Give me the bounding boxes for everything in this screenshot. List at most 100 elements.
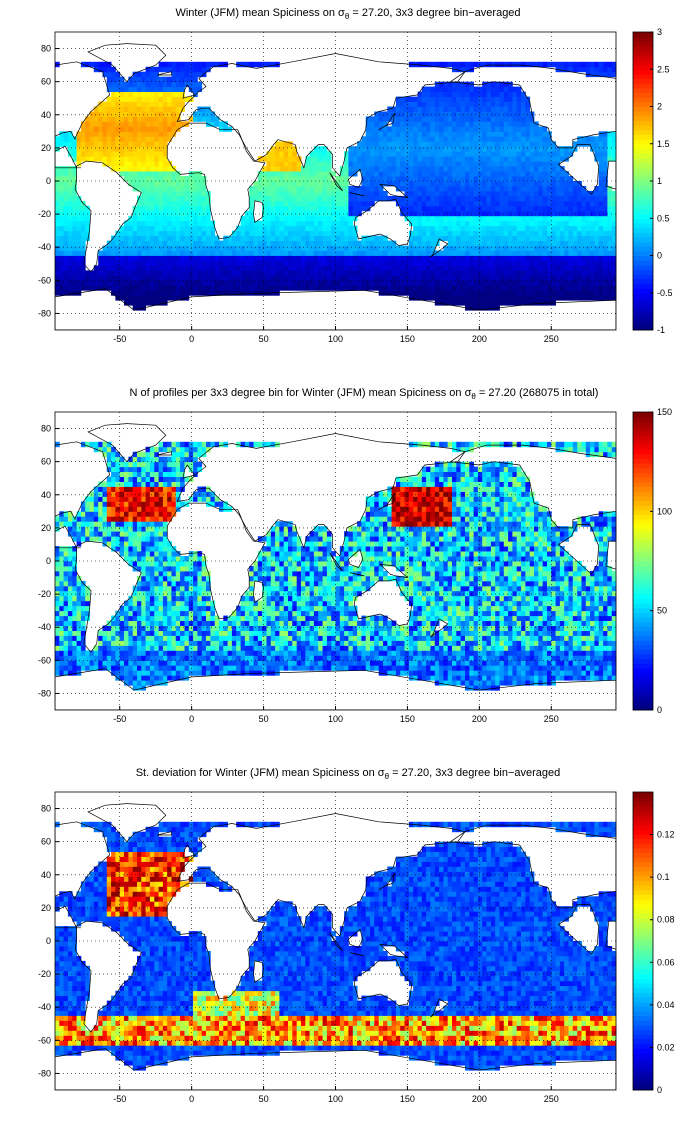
heatmap-cell [128, 235, 134, 241]
heatmap-cell [111, 511, 116, 517]
heatmap-cell [240, 260, 246, 266]
heatmap-cell [197, 205, 203, 212]
heatmap-cell [132, 481, 138, 487]
heatmap-cell [408, 181, 414, 187]
heatmap-cell [98, 116, 103, 122]
heatmap-cell [469, 195, 474, 202]
heatmap-cell [132, 265, 138, 271]
heatmap-cell [607, 240, 613, 246]
heatmap-cell [55, 561, 60, 567]
heatmap-cell [193, 81, 198, 88]
heatmap-cell [167, 131, 172, 137]
heatmap-cell [175, 91, 181, 97]
heatmap-cell [318, 205, 323, 212]
heatmap-cell [93, 131, 99, 137]
heatmap-cell [111, 650, 116, 656]
heatmap-cell [279, 205, 285, 212]
heatmap-cell [335, 205, 341, 212]
heatmap-cell [370, 136, 375, 142]
heatmap-cell [89, 280, 95, 286]
heatmap-cell [555, 171, 561, 177]
heatmap-cell [180, 61, 185, 68]
heatmap-cell [76, 580, 82, 587]
heatmap-cell [417, 161, 423, 167]
heatmap-cell [149, 190, 155, 197]
heatmap-cell [559, 190, 565, 197]
heatmap-cell [417, 171, 423, 177]
heatmap-cell [516, 250, 522, 256]
heatmap-cell [607, 210, 613, 217]
heatmap-cell [469, 240, 474, 246]
heatmap-cell [193, 210, 198, 217]
heatmap-cell [430, 176, 436, 182]
heatmap-cell [93, 516, 99, 522]
heatmap-cell [257, 235, 263, 241]
heatmap-cell [98, 106, 103, 112]
heatmap-cell [495, 265, 500, 271]
heatmap-cell [348, 166, 354, 172]
heatmap-cell [80, 620, 86, 626]
heatmap-cell [262, 225, 267, 232]
heatmap-cell [611, 215, 617, 222]
heatmap-cell [525, 156, 531, 162]
heatmap-cell [499, 156, 505, 162]
heatmap-cell [499, 176, 505, 182]
heatmap-cell [171, 270, 177, 276]
heatmap-cell [400, 106, 405, 112]
heatmap-cell [132, 181, 138, 187]
heatmap-cell [124, 620, 129, 626]
heatmap-cell [184, 186, 190, 192]
heatmap-cell [119, 615, 125, 621]
heatmap-cell [141, 171, 146, 177]
heatmap-cell [490, 235, 496, 241]
heatmap-cell [219, 121, 224, 127]
heatmap-cell [400, 111, 405, 117]
heatmap-cell [72, 665, 77, 671]
heatmap-cell [63, 240, 69, 246]
heatmap-cell [568, 275, 574, 281]
heatmap-cell [495, 176, 500, 182]
heatmap-cell [154, 230, 159, 237]
heatmap-cell [547, 176, 552, 182]
heatmap-cell [171, 176, 177, 182]
heatmap-cell [305, 285, 310, 291]
heatmap-cell [400, 245, 405, 251]
heatmap-cell [391, 121, 397, 127]
heatmap-cell [283, 156, 289, 162]
heatmap-cell [512, 96, 518, 102]
heatmap-cell [89, 275, 95, 281]
heatmap-cell [365, 181, 371, 187]
heatmap-cell [72, 600, 77, 607]
heatmap-cell [137, 245, 142, 251]
heatmap-cell [171, 131, 177, 137]
heatmap-cell [512, 186, 518, 192]
heatmap-cell [331, 265, 336, 271]
heatmap-cell [460, 300, 466, 306]
heatmap-cell [339, 200, 345, 207]
heatmap-cell [55, 260, 60, 266]
heatmap-cell [301, 260, 306, 266]
heatmap-cell [439, 126, 444, 132]
heatmap-cell [128, 605, 134, 612]
heatmap-cell [128, 496, 134, 502]
heatmap-cell [477, 156, 483, 162]
heatmap-cell [387, 141, 392, 147]
heatmap-cell [607, 186, 613, 192]
heatmap-cell [443, 126, 449, 132]
heatmap-cell [542, 176, 548, 182]
heatmap-cell [490, 131, 496, 137]
heatmap-cell [106, 250, 112, 256]
heatmap-cell [473, 136, 479, 142]
heatmap-cell [395, 275, 401, 281]
heatmap-cell [598, 225, 604, 232]
heatmap-cell [292, 265, 297, 271]
heatmap-cell [167, 245, 172, 251]
heatmap-cell [383, 136, 388, 142]
heatmap-cell [495, 106, 500, 112]
heatmap-cell [111, 655, 116, 661]
heatmap-cell [158, 106, 164, 112]
heatmap-cell [137, 106, 142, 112]
heatmap-cell [547, 190, 552, 197]
heatmap-cell [275, 190, 280, 197]
heatmap-cell [80, 635, 86, 641]
